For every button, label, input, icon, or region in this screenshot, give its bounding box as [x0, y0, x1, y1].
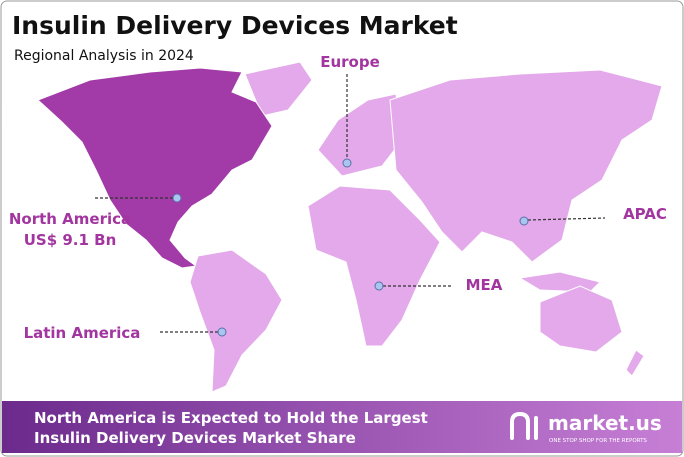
region-label: Latin America: [24, 324, 141, 342]
footer-line: North America is Expected to Hold the La…: [34, 409, 428, 427]
australia: [539, 285, 623, 353]
marker: [342, 158, 352, 168]
footer-line: Insulin Delivery Devices Market Share: [34, 429, 356, 447]
asia: [389, 69, 663, 263]
region-label: North America: [9, 210, 131, 228]
footer-band: [2, 401, 682, 453]
logo-tagline: ONE STOP SHOP FOR THE REPORTS: [549, 438, 647, 444]
region-label: APAC: [623, 205, 667, 223]
new-zealand: [625, 349, 645, 377]
africa: [307, 185, 441, 347]
subtitle: Regional Analysis in 2024: [14, 48, 194, 64]
region-value: US$ 9.1 Bn: [24, 231, 117, 249]
region-label: Europe: [320, 53, 380, 71]
logo-mark: [510, 411, 538, 440]
world-map: [37, 61, 663, 393]
marker: [217, 327, 227, 337]
south-america: [189, 249, 283, 393]
region-label: MEA: [466, 276, 503, 294]
north-america: [37, 67, 273, 269]
marker: [172, 193, 182, 203]
logo: market.us ONE STOP SHOP FOR THE REPORTS: [510, 411, 662, 444]
callouts: Europe North America US$ 9.1 Bn APAC MEA…: [9, 53, 667, 342]
title: Insulin Delivery Devices Market: [12, 11, 458, 40]
marker: [519, 216, 529, 226]
marker: [374, 281, 384, 291]
logo-name: market.us: [548, 411, 662, 435]
leader-line: [527, 217, 606, 221]
